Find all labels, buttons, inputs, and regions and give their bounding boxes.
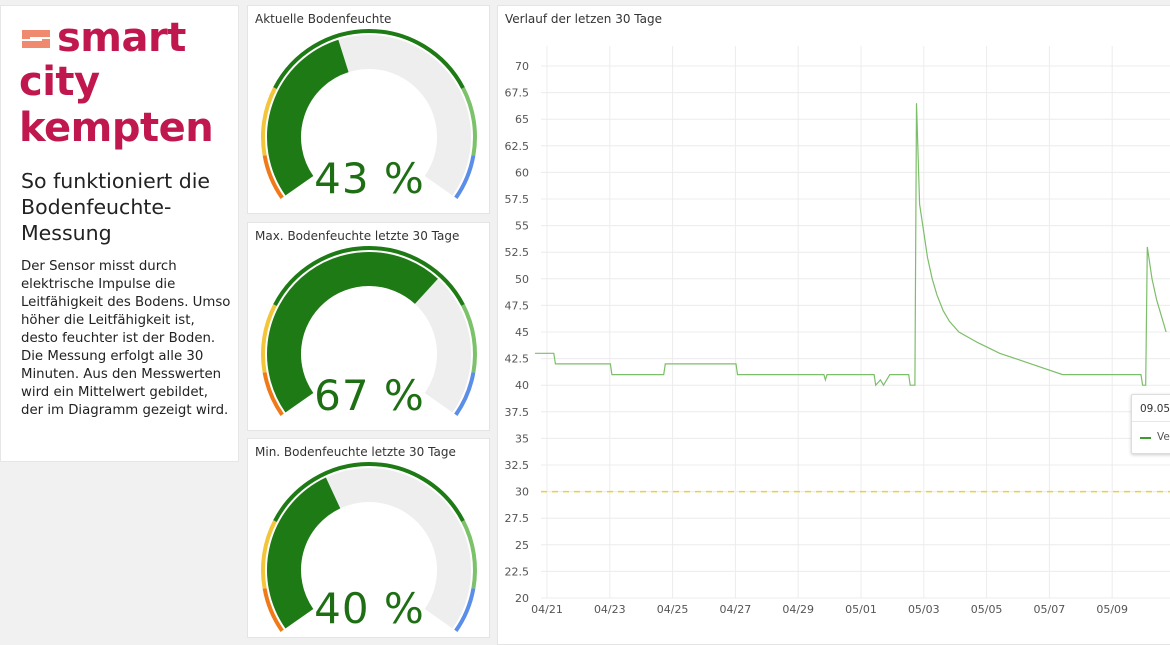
info-heading: So funktioniert die Bodenfeuchte-Messung <box>21 169 211 245</box>
y-tick-label: 25 <box>515 539 529 552</box>
gauge-value: 67 % <box>314 371 425 420</box>
y-tick-label: 65 <box>515 113 529 126</box>
gauge-fill <box>267 477 341 629</box>
logo-line-smart: smart <box>57 15 186 61</box>
y-tick-label: 55 <box>515 220 529 233</box>
info-text: Der Sensor misst durch elektrische Impul… <box>21 259 231 418</box>
x-tick-label: 04/21 <box>531 603 563 616</box>
y-tick-label: 45 <box>515 326 529 339</box>
y-tick-label: 35 <box>515 432 529 445</box>
logo-line-city: city <box>19 59 100 105</box>
y-tick-label: 22.5 <box>505 565 530 578</box>
y-tick-label: 30 <box>515 486 529 499</box>
gauge-threshold-band-3 <box>461 87 477 156</box>
tooltip-series-swatch <box>1140 437 1151 439</box>
y-tick-label: 42.5 <box>505 353 530 366</box>
gauge-threshold-band-3 <box>461 520 477 589</box>
tooltip-divider <box>1132 421 1170 422</box>
gauge-panel-max[interactable]: Max. Bodenfeuchte letzte 30 Tage 67 % <box>247 222 490 431</box>
x-tick-label: 05/05 <box>971 603 1003 616</box>
x-tick-label: 05/01 <box>845 603 877 616</box>
y-tick-label: 32.5 <box>505 459 530 472</box>
gauge-panel-min[interactable]: Min. Bodenfeuchte letzte 30 Tage 40 % <box>247 438 490 638</box>
gauge-threshold-band-0 <box>262 372 284 416</box>
gauge-current <box>261 29 477 199</box>
gauge-min <box>261 462 477 632</box>
y-tick-label: 37.5 <box>505 406 530 419</box>
gauge-threshold-band-1 <box>261 87 277 156</box>
gauge-fill <box>267 252 438 413</box>
gauge-threshold-band-3 <box>461 304 477 373</box>
y-tick-label: 70 <box>515 60 529 73</box>
gauge-threshold-band-4 <box>454 372 476 416</box>
series-line-0 <box>535 103 1167 387</box>
logo-line-kempten: kempten <box>19 105 214 151</box>
x-tick-label: 04/27 <box>720 603 752 616</box>
x-tick-label: 04/25 <box>657 603 689 616</box>
y-tick-label: 20 <box>515 592 529 605</box>
gauge-value: 40 % <box>314 584 425 633</box>
panel-title: Max. Bodenfeuchte letzte 30 Tage <box>255 229 460 243</box>
gauge-max <box>261 246 477 416</box>
panel-title: Min. Bodenfeuchte letzte 30 Tage <box>255 445 456 459</box>
gauge-value: 43 % <box>314 154 425 203</box>
info-panel: smart city kempten So funktioniert die B… <box>0 5 239 462</box>
chart-panel[interactable]: Verlauf der letzen 30 Tage 20 22.5 25 27.5 3… <box>497 5 1170 645</box>
gauge-threshold-band-2 <box>273 246 465 306</box>
y-tick-label: 52.5 <box>505 246 530 259</box>
y-tick-label: 67.5 <box>505 87 530 100</box>
smart-city-kempten-logo: smart city kempten <box>19 16 234 156</box>
y-tick-label: 62.5 <box>505 140 530 153</box>
gauge-fill <box>267 39 350 196</box>
y-tick-label: 50 <box>515 273 529 286</box>
y-tick-label: 57.5 <box>505 193 530 206</box>
logo-mark-icon <box>22 30 50 48</box>
y-tick-label: 60 <box>515 166 529 179</box>
gauge-threshold-band-1 <box>261 520 277 589</box>
chart-tooltip: 09.05. Ve <box>1131 394 1170 454</box>
tooltip-series-label: Ve <box>1157 431 1170 443</box>
x-tick-label: 05/09 <box>1096 603 1128 616</box>
panel-title: Aktuelle Bodenfeuchte <box>255 12 392 26</box>
gauge-threshold-band-2 <box>273 462 465 522</box>
gauge-threshold-band-0 <box>262 155 284 199</box>
tooltip-date: 09.05. <box>1140 403 1170 415</box>
x-tick-label: 05/03 <box>908 603 940 616</box>
chart-title: Verlauf der letzen 30 Tage <box>505 12 662 26</box>
x-tick-label: 04/23 <box>594 603 626 616</box>
gauge-threshold-band-1 <box>261 304 277 373</box>
gauge-panel-current[interactable]: Aktuelle Bodenfeuchte 43 % <box>247 5 490 214</box>
y-tick-label: 27.5 <box>505 512 530 525</box>
line-chart[interactable]: 20 22.5 25 27.5 30 32.5 35 37.5 40 42.5 45 47.5 50 52… <box>498 6 1170 645</box>
y-tick-label: 47.5 <box>505 299 530 312</box>
y-tick-label: 40 <box>515 379 529 392</box>
x-tick-label: 05/07 <box>1034 603 1066 616</box>
x-tick-label: 04/29 <box>782 603 814 616</box>
gauge-threshold-band-4 <box>454 155 476 199</box>
gauge-threshold-band-2 <box>273 29 465 89</box>
